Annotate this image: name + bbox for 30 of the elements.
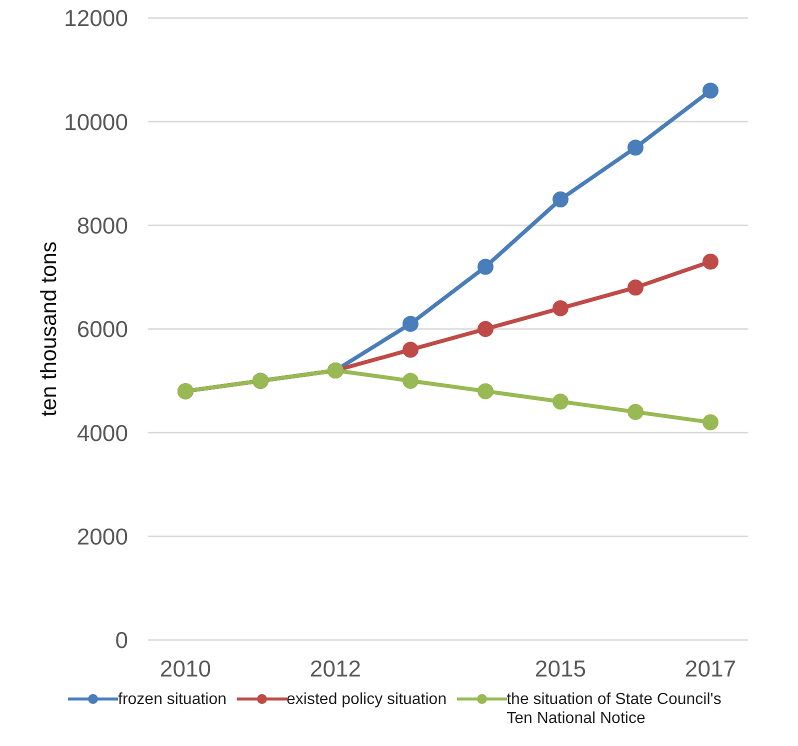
x-tick-label: 2010 bbox=[160, 655, 212, 682]
legend-label: frozen situation bbox=[118, 690, 227, 709]
x-tick-label: 2015 bbox=[534, 655, 586, 682]
y-tick-label: 12000 bbox=[64, 5, 128, 32]
legend-label: existed policy situation bbox=[286, 690, 447, 709]
point bbox=[552, 394, 568, 410]
legend-label: the situation of State Council's Ten National Notice bbox=[506, 690, 722, 728]
point bbox=[478, 258, 494, 275]
point bbox=[402, 316, 418, 332]
point bbox=[702, 254, 718, 270]
x-tick-label: 2017 bbox=[684, 655, 736, 682]
point bbox=[402, 342, 418, 358]
point bbox=[628, 280, 644, 296]
point bbox=[628, 140, 644, 156]
y-tick-label: 6000 bbox=[76, 316, 128, 342]
y-tick-label: 0 bbox=[115, 627, 128, 654]
point bbox=[552, 191, 568, 208]
y-axis-title: ten thousand tons bbox=[36, 242, 61, 416]
point bbox=[478, 321, 494, 337]
y-tick-label: 4000 bbox=[76, 420, 128, 446]
point bbox=[628, 404, 644, 420]
point bbox=[552, 300, 568, 316]
point bbox=[702, 82, 718, 99]
point bbox=[702, 414, 718, 430]
y-tick-label: 2000 bbox=[76, 524, 128, 550]
y-tick-label: 8000 bbox=[76, 212, 128, 238]
point bbox=[478, 383, 494, 400]
x-tick-label: 2012 bbox=[310, 655, 362, 682]
y-tick-label: 10000 bbox=[64, 108, 128, 135]
point bbox=[402, 372, 418, 389]
